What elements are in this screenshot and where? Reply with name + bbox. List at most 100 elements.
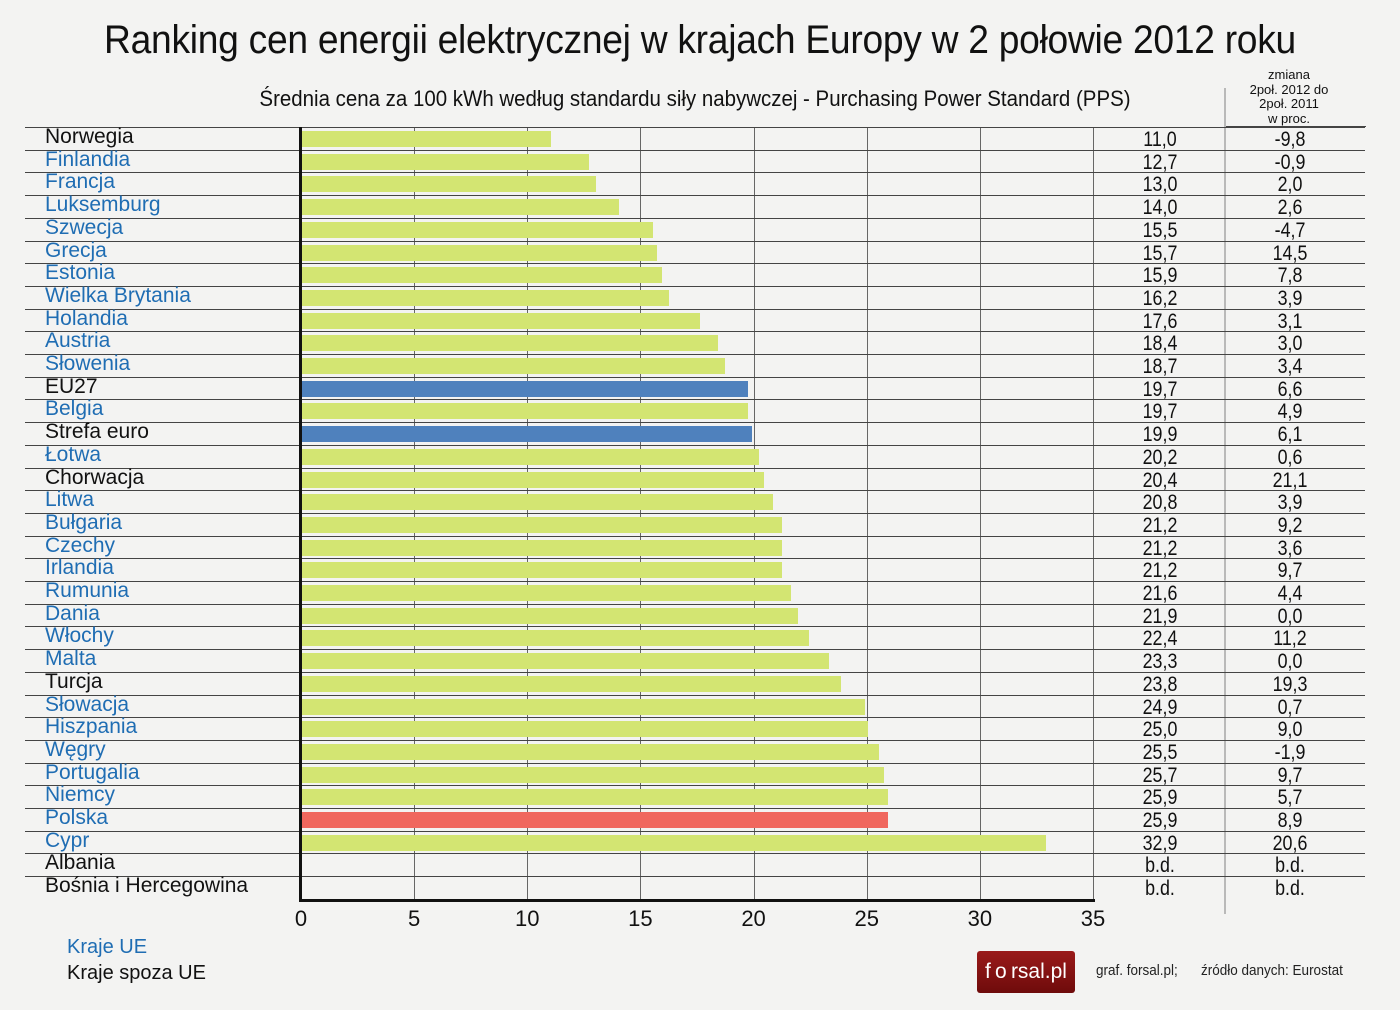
- country-label: Słowacja: [45, 692, 130, 716]
- change-value: 14,5: [1272, 241, 1308, 265]
- change-value: 3,0: [1277, 332, 1303, 356]
- table-row: Albania b.d. b.d.: [0, 851, 1400, 878]
- price-bar: [302, 471, 764, 488]
- row-divider: [25, 785, 1365, 787]
- chart-title: Ranking cen energii elektrycznej w kraja…: [104, 18, 1296, 62]
- price-value: 21,2: [1142, 536, 1178, 560]
- price-value: 23,3: [1142, 650, 1178, 674]
- graphic-credit: graf. forsal.pl;: [1096, 962, 1178, 979]
- price-value: b.d.: [1145, 877, 1175, 901]
- change-value: -4,7: [1274, 218, 1306, 242]
- table-row: Dania 21,9 0,0: [0, 602, 1400, 628]
- data-source: źródło danych: Eurostat: [1201, 962, 1343, 979]
- country-label: Finlandia: [45, 147, 131, 171]
- price-bar: [302, 516, 782, 533]
- country-label: Hiszpania: [45, 715, 138, 739]
- change-value: 4,9: [1277, 400, 1303, 424]
- country-label: Estonia: [45, 261, 116, 285]
- country-label: Strefa euro: [45, 420, 149, 444]
- forsal-logo[interactable]: f o rsal.pl: [977, 951, 1075, 993]
- row-divider: [25, 399, 1365, 401]
- x-tick-label: 0: [294, 906, 308, 931]
- country-label: Cypr: [45, 828, 90, 852]
- price-bar: [302, 675, 841, 692]
- change-value: 2,0: [1277, 173, 1303, 197]
- chart-subtitle: Średnia cena za 100 kWh według standardu…: [259, 86, 1131, 111]
- table-row: Włochy 22,4 11,2: [0, 624, 1400, 650]
- change-value: 2,6: [1277, 196, 1303, 220]
- price-value: 19,9: [1142, 423, 1178, 447]
- price-value: 25,7: [1142, 763, 1178, 787]
- country-label: Węgry: [45, 737, 106, 761]
- row-divider: [25, 739, 1365, 741]
- change-value: 0,6: [1277, 445, 1303, 469]
- country-label: Norwegia: [45, 125, 134, 148]
- change-value: 6,1: [1277, 423, 1303, 447]
- price-bar: [302, 176, 597, 193]
- table-row: Hiszpania 25,0 9,0: [0, 715, 1400, 742]
- change-value: 3,4: [1277, 355, 1303, 378]
- price-bar: [302, 766, 884, 783]
- table-row: Bułgaria 21,2 9,2: [0, 510, 1400, 537]
- price-value: 11,0: [1143, 128, 1177, 151]
- price-bar: [302, 607, 798, 624]
- change-value: 19,3: [1272, 672, 1308, 696]
- change-header-line: zmiana: [1268, 67, 1310, 82]
- x-tick-label: 25: [854, 906, 879, 931]
- change-value: 6,6: [1277, 377, 1303, 401]
- table-row: Austria 18,4 3,0: [0, 329, 1400, 356]
- country-label: Chorwacja: [45, 465, 145, 489]
- price-value: 15,5: [1142, 218, 1178, 242]
- change-value: 5,7: [1277, 786, 1303, 810]
- country-label: Francja: [45, 170, 116, 194]
- change-header-line: 2poł. 2011: [1259, 96, 1319, 111]
- price-value: 16,2: [1142, 286, 1178, 310]
- table-row: Portugalia 25,7 9,7: [0, 761, 1400, 787]
- x-tick-label: 20: [741, 906, 766, 931]
- table-row: Grecja 15,7 14,5: [0, 238, 1400, 265]
- price-value: b.d.: [1145, 854, 1175, 878]
- row-divider: [25, 217, 1365, 219]
- price-bar: [302, 494, 773, 511]
- price-bar: [302, 743, 880, 760]
- header-rule: [1226, 126, 1366, 127]
- change-value: 3,1: [1277, 309, 1303, 333]
- country-label: Grecja: [45, 238, 107, 262]
- table-row: Czechy 21,2 3,6: [0, 534, 1400, 560]
- change-value: 3,9: [1277, 491, 1303, 515]
- price-value: 14,0: [1142, 196, 1178, 220]
- price-value: 18,7: [1142, 355, 1178, 378]
- change-value: 3,9: [1277, 286, 1303, 310]
- country-label: Holandia: [45, 306, 128, 330]
- change-value: -0,9: [1274, 150, 1306, 174]
- x-tick-label: 15: [628, 906, 653, 931]
- row-divider: [25, 558, 1365, 560]
- change-column-header: zmiana 2poł. 2012 do 2poł. 2011 w proc.: [1235, 67, 1343, 126]
- row-divider: [25, 172, 1365, 174]
- change-value: 3,6: [1277, 536, 1303, 560]
- country-label: Włochy: [45, 624, 114, 648]
- price-bar: [302, 244, 658, 261]
- row-divider: [25, 649, 1365, 651]
- row-divider: [25, 376, 1365, 378]
- country-label: Łotwa: [45, 442, 102, 466]
- change-value: 9,0: [1277, 718, 1303, 742]
- table-row: Strefa euro 19,9 6,1: [0, 420, 1400, 447]
- price-value: 19,7: [1142, 377, 1178, 401]
- country-label: Malta: [45, 647, 97, 671]
- price-bar: [302, 221, 653, 238]
- country-label: Bułgaria: [45, 510, 123, 534]
- x-tick-label: 30: [967, 906, 993, 931]
- row-divider: [25, 762, 1365, 764]
- country-label: Rumunia: [45, 579, 130, 602]
- table-row: Bośnia i Hercegowina b.d. b.d.: [0, 874, 1400, 901]
- legend-non-eu: Kraje spoza UE: [67, 962, 206, 984]
- price-value: 32,9: [1142, 831, 1178, 855]
- row-divider: [25, 422, 1365, 424]
- country-label: Irlandia: [45, 556, 114, 580]
- row-divider: [25, 263, 1365, 265]
- change-value: 8,9: [1277, 809, 1303, 832]
- change-value: 4,4: [1277, 582, 1303, 605]
- price-bar: [302, 403, 748, 420]
- country-label: Polska: [45, 806, 109, 829]
